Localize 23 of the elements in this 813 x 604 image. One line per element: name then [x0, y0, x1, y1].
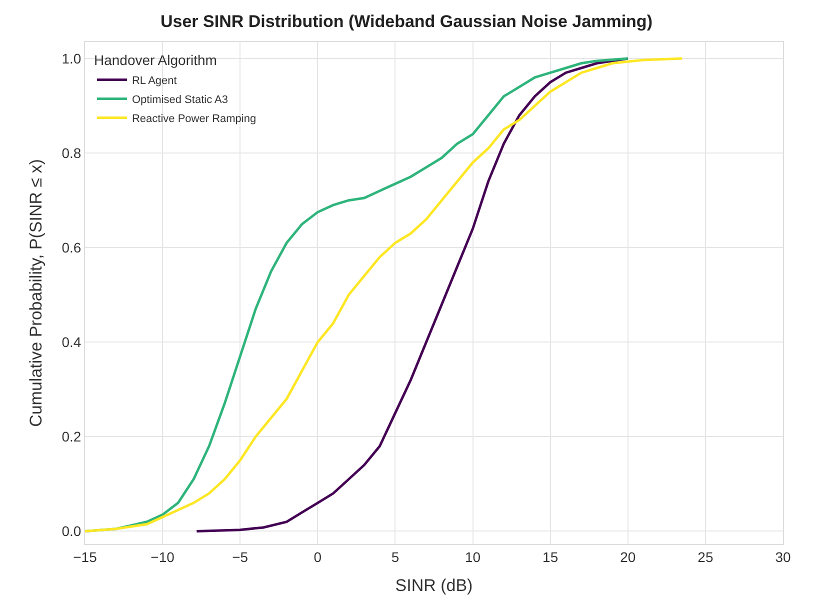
y-axis-title: Cumulative Probability, P(SINR ≤ x)	[26, 159, 46, 427]
y-tick-label: 0.4	[62, 334, 82, 350]
x-tick-label: 15	[542, 548, 558, 565]
legend-label: RL Agent	[132, 75, 177, 88]
x-tick-label: 5	[391, 548, 400, 565]
x-tick-label: 0	[314, 548, 322, 565]
x-tick-label: 10	[464, 548, 481, 565]
x-tick-label: −5	[232, 548, 248, 565]
x-tick-label: −15	[73, 548, 98, 565]
legend-title: Handover Algorithm	[94, 52, 217, 68]
chart-title: User SINR Distribution (Wideband Gaussian Noise Jamming)	[160, 12, 652, 31]
y-tick-label: 0.0	[62, 523, 82, 540]
x-axis-title: SINR (dB)	[395, 576, 473, 596]
y-tick-label: 1.0	[62, 50, 82, 66]
y-tick-label: 0.8	[62, 144, 82, 161]
x-tick-label: −10	[150, 548, 175, 565]
legend-label: Optimised Static A3	[132, 94, 228, 106]
x-tick-label: 20	[620, 548, 636, 565]
y-tick-label: 0.2	[62, 428, 82, 445]
x-tick-label: 30	[775, 548, 791, 565]
y-tick-label: 0.6	[62, 240, 82, 256]
x-tick-label: 25	[698, 548, 714, 565]
legend-label: Reactive Power Ramping	[132, 113, 256, 126]
